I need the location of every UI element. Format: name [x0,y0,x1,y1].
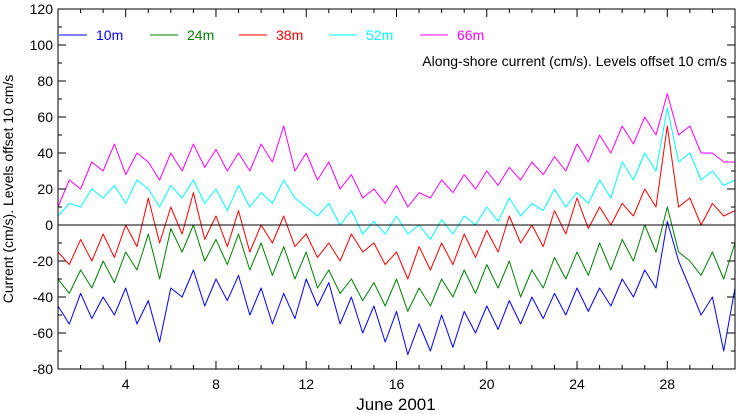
series-line-24m [57,206,736,312]
legend-label: 66m [457,27,484,43]
x-tick-label: 28 [660,376,676,392]
y-tick-label: -40 [33,289,53,305]
x-tick-label: 4 [122,376,130,392]
y-tick-label: 60 [37,109,53,125]
x-tick-label: 20 [479,376,495,392]
legend-item-66m: 66m [420,27,484,43]
legend-item-52m: 52m [329,27,393,43]
legend-label: 10m [96,27,123,43]
y-tick-label: 20 [37,181,53,197]
y-tick-label: 100 [30,37,54,53]
y-tick-label: 40 [37,145,53,161]
y-tick-label: -60 [33,325,53,341]
legend-item-24m: 24m [150,27,214,43]
y-axis-title: Current (cm/s). Levels offset 10 cm/s [0,75,16,303]
ticks-layer: 4 8 12 16 20 24 28 -80 -60 -40 -20 0 20 40 60 80 100 120 [30,1,736,392]
y-tick-label: -80 [33,361,53,377]
y-tick-label: -20 [33,253,53,269]
legend-label: 24m [187,27,214,43]
legend-label: 38m [276,27,303,43]
series-line-66m [57,93,735,208]
series-line-10m [57,220,736,356]
x-tick-label: 16 [389,376,405,392]
series-layer [57,93,736,356]
y-tick-label: 120 [30,1,54,17]
legend-item-38m: 38m [239,27,303,43]
series-line-38m [57,125,736,280]
x-tick-label: 12 [298,376,314,392]
legend: 10m 24m 38m 52m 66m [59,27,484,43]
annotation: Along-shore current (cm/s). Levels offse… [422,53,727,69]
legend-item-10m: 10m [59,27,123,43]
x-tick-label: 24 [569,376,585,392]
x-axis-title: June 2001 [356,395,435,414]
series-line-52m [57,107,736,240]
x-tick-label: 8 [212,376,220,392]
y-tick-label: 80 [37,73,53,89]
y-tick-label: 0 [45,217,53,233]
legend-label: 52m [366,27,393,43]
